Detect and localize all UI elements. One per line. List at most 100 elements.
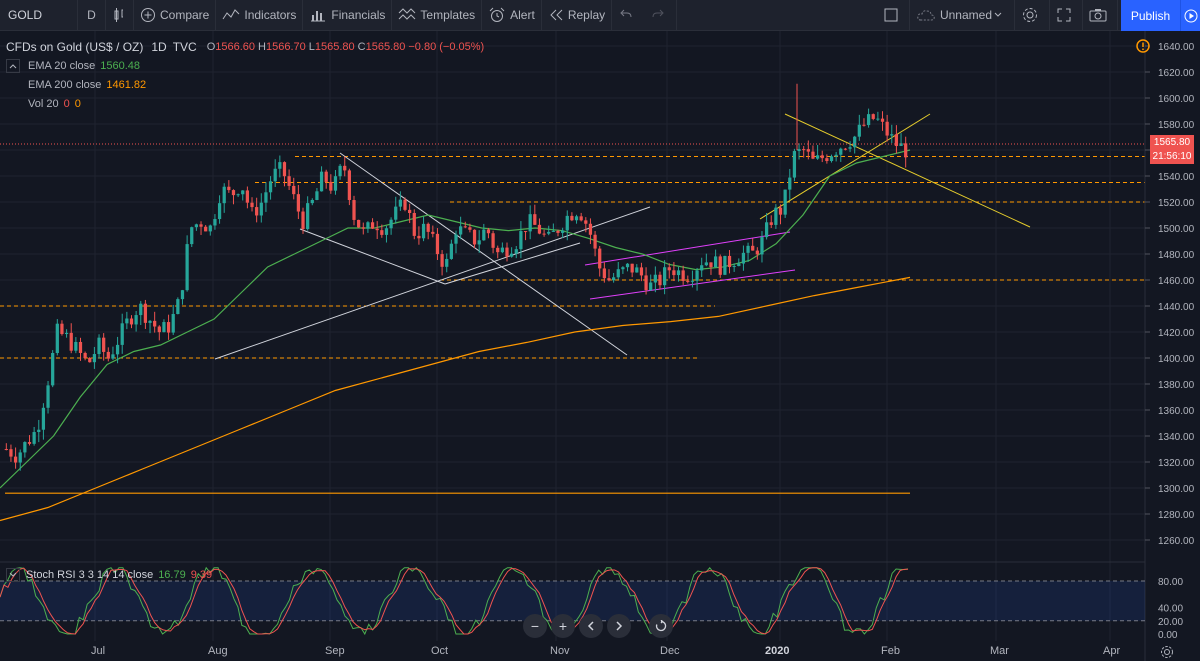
publish-button[interactable]: Publish xyxy=(1121,0,1180,31)
price-axis-label: 1540.00 xyxy=(1158,172,1195,183)
candle-body xyxy=(143,303,148,323)
candle-body xyxy=(667,267,671,271)
zoom-out-button[interactable]: − xyxy=(523,614,547,638)
candle-body xyxy=(523,231,528,233)
candle-body xyxy=(533,214,537,225)
ema20-legend-row[interactable]: EMA 20 close 1560.48 xyxy=(6,56,487,75)
gear-icon[interactable] xyxy=(1160,645,1174,659)
templates-button[interactable]: Templates xyxy=(392,0,483,31)
chart-type-button[interactable] xyxy=(106,0,134,31)
ema200-legend-row[interactable]: EMA 200 close 1461.82 xyxy=(6,75,487,94)
trendline-white-1[interactable] xyxy=(339,152,628,356)
price-axis-label: 1340.00 xyxy=(1158,432,1195,443)
candle-body xyxy=(46,385,50,408)
time-label: 2020 xyxy=(765,645,790,657)
candle-body xyxy=(431,231,435,234)
replay-button[interactable]: Replay xyxy=(542,0,613,31)
candle-body xyxy=(644,275,648,291)
candle-body xyxy=(171,314,175,333)
candle-body xyxy=(435,233,440,255)
candle-body xyxy=(125,318,129,324)
warning-icon[interactable] xyxy=(1136,39,1150,53)
candle-body xyxy=(616,269,620,278)
price-axis[interactable]: 1640.001620.001600.001580.001560.001540.… xyxy=(1145,42,1195,547)
fullscreen-toggle[interactable] xyxy=(877,0,910,31)
scroll-left-button[interactable] xyxy=(579,614,603,638)
drawing-tools[interactable] xyxy=(214,113,1031,360)
candle-body xyxy=(60,323,64,335)
candle-body xyxy=(319,171,324,192)
scroll-right-button[interactable] xyxy=(607,614,631,638)
templates-label: Templates xyxy=(420,8,476,22)
channel-magenta-upper[interactable] xyxy=(584,231,791,266)
last-price-badge: 1565.80 xyxy=(1150,135,1194,150)
publish-menu-button[interactable] xyxy=(1180,0,1200,31)
candle-body xyxy=(259,202,263,216)
candle-body xyxy=(51,352,55,386)
candle-body xyxy=(820,155,824,159)
compare-button[interactable]: Compare xyxy=(134,0,217,31)
candle-body xyxy=(755,250,759,255)
candle-body xyxy=(357,219,361,228)
main-chart[interactable]: 80.00 40.00 20.00 0.00 1640.00 1620.00 1600.0… xyxy=(0,31,1200,661)
candle-body xyxy=(704,262,708,266)
candle-body xyxy=(519,231,523,250)
candle-body xyxy=(459,226,463,235)
candle-body xyxy=(338,165,342,177)
price-axis-label: 1460.00 xyxy=(1158,276,1195,287)
candle-body xyxy=(273,168,277,182)
redo-button[interactable] xyxy=(644,0,678,31)
trendline-white-4[interactable] xyxy=(444,242,581,285)
price-axis-label: 1600.00 xyxy=(1158,94,1195,105)
snapshot-button[interactable] xyxy=(1083,0,1118,31)
candle-body xyxy=(649,282,653,291)
zoom-in-button[interactable]: + xyxy=(551,614,575,638)
expand-button[interactable] xyxy=(1050,0,1083,31)
candle-body xyxy=(352,200,356,220)
redo-icon xyxy=(652,9,664,18)
candle-body xyxy=(880,118,885,122)
candle-body xyxy=(857,124,861,137)
candle-body xyxy=(106,351,110,359)
symbol-title: CFDs on Gold (US$ / OZ) xyxy=(6,39,144,54)
reset-chart-button[interactable] xyxy=(649,614,673,638)
financials-button[interactable]: Financials xyxy=(303,0,393,31)
symbol-search[interactable]: GOLD xyxy=(0,0,78,31)
stoch-legend[interactable]: Stoch RSI 3 3 14 14 close 16.79 9.39 xyxy=(6,568,212,582)
candle-body xyxy=(621,267,625,270)
candle-body xyxy=(611,277,616,281)
collapse-stoch-button[interactable] xyxy=(6,568,20,582)
candle-body xyxy=(148,320,152,323)
candle-body xyxy=(598,248,602,269)
settings-button[interactable] xyxy=(1015,0,1050,31)
candle-body xyxy=(811,151,815,159)
candle-body xyxy=(120,323,124,345)
trendline-white-3[interactable] xyxy=(214,206,651,360)
candle-body xyxy=(366,222,370,229)
trendline-yellow-down[interactable] xyxy=(784,113,1031,228)
alert-button[interactable]: Alert xyxy=(482,0,542,31)
candle-body xyxy=(370,222,375,229)
candle-body xyxy=(384,228,389,235)
candle-body xyxy=(213,219,217,226)
trendline-yellow-up[interactable] xyxy=(759,113,931,220)
alert-label: Alert xyxy=(510,8,535,22)
candle-body xyxy=(700,265,704,271)
candle-body xyxy=(727,255,732,268)
price-axis-label: 1380.00 xyxy=(1158,380,1195,391)
candle-body xyxy=(398,199,402,207)
interval-button[interactable]: D xyxy=(78,0,106,31)
volume-legend-row[interactable]: Vol 20 0 0 xyxy=(6,94,487,113)
candle-body xyxy=(834,154,838,157)
collapse-legend-button[interactable] xyxy=(6,58,20,73)
ema200-value: 1461.82 xyxy=(106,78,147,91)
undo-button[interactable] xyxy=(612,0,644,31)
candle-body xyxy=(802,149,806,151)
layout-name-button[interactable]: Unnamed xyxy=(910,0,1015,31)
candle-body xyxy=(23,442,27,453)
trendline-white-2[interactable] xyxy=(299,228,446,285)
indicators-button[interactable]: Indicators xyxy=(216,0,304,31)
candle-body xyxy=(236,194,240,196)
candles[interactable] xyxy=(4,83,908,471)
candle-body xyxy=(778,207,783,215)
